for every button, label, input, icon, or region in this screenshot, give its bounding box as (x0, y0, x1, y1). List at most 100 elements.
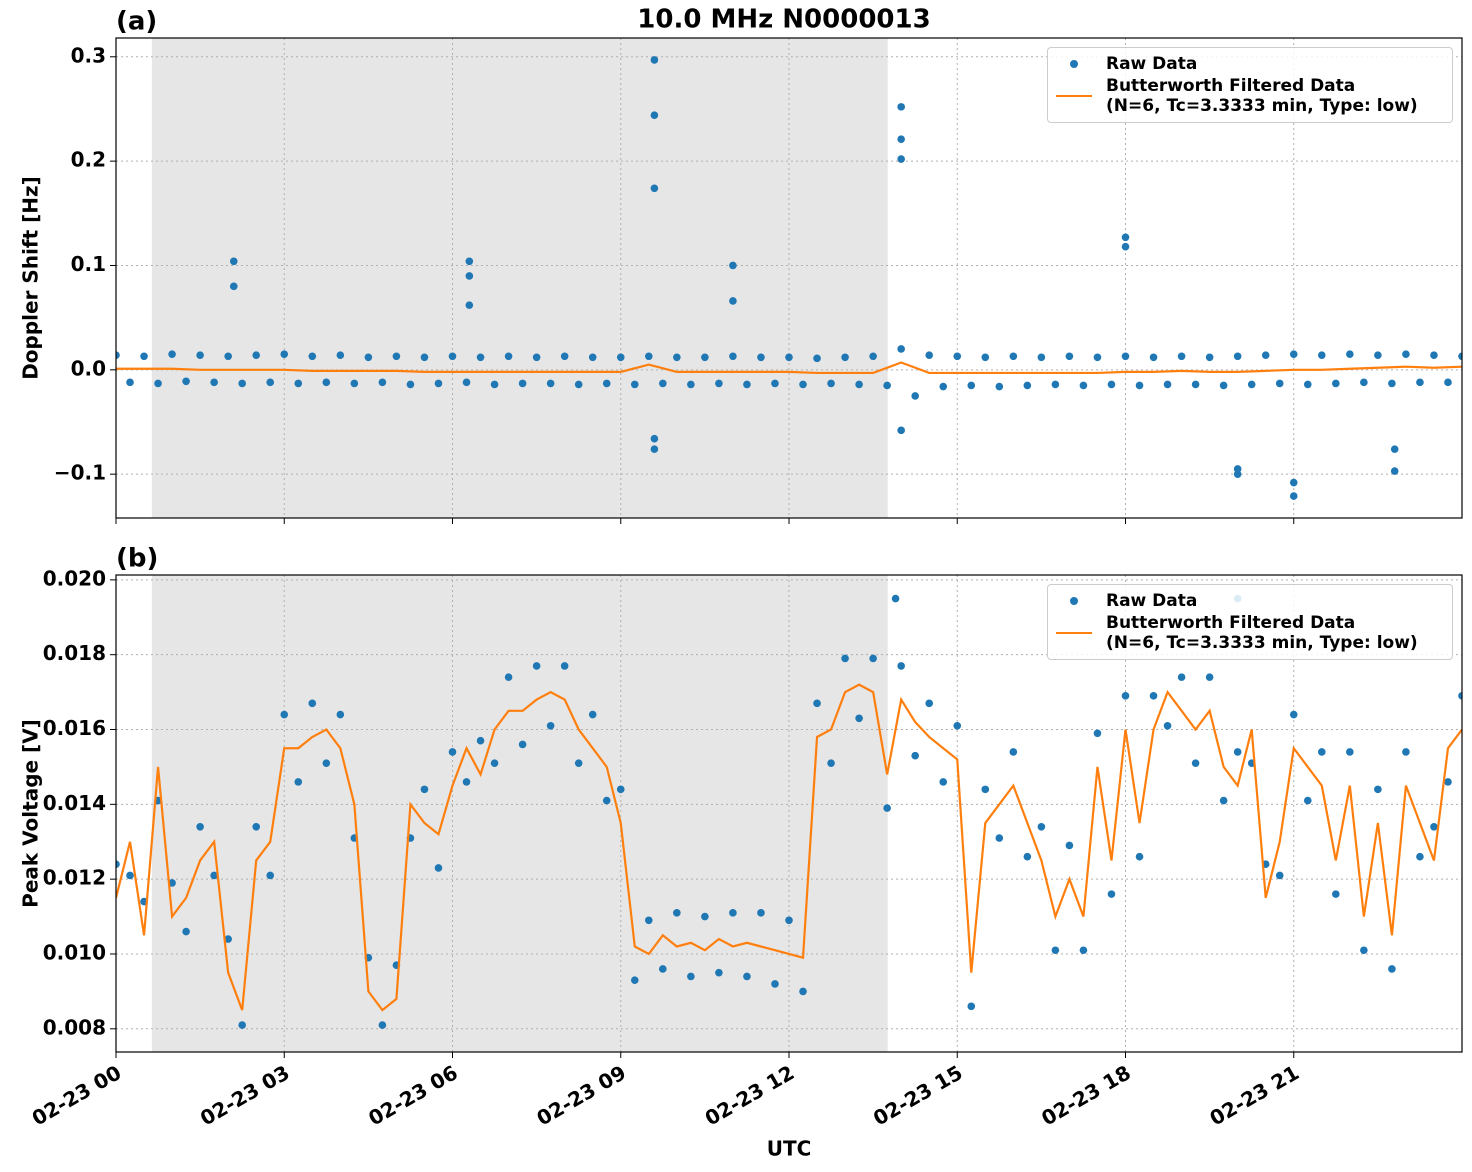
raw-point (252, 351, 261, 360)
raw-point (504, 673, 513, 681)
raw-point (546, 721, 555, 730)
raw-point (897, 103, 905, 111)
raw-point (1416, 378, 1424, 387)
legend-item: Raw Data (1048, 591, 1452, 611)
raw-point (1107, 380, 1116, 389)
raw-point (1219, 796, 1228, 805)
raw-point (813, 699, 821, 708)
raw-point (116, 351, 120, 360)
raw-point (126, 871, 134, 880)
raw-point (939, 382, 948, 391)
raw-point (911, 392, 919, 400)
raw-point (434, 864, 443, 872)
legend-label: Butterworth Filtered Data (N=6, Tc=3.333… (1106, 76, 1418, 116)
raw-point (336, 351, 345, 360)
panel-label: (b) (116, 544, 158, 574)
raw-point (1289, 350, 1298, 358)
raw-point (1233, 748, 1242, 756)
raw-point (1121, 242, 1130, 251)
raw-point (322, 378, 331, 387)
raw-point (1346, 350, 1354, 358)
raw-point (616, 353, 625, 362)
raw-point (813, 354, 821, 363)
raw-point (1079, 946, 1088, 955)
raw-point (1275, 871, 1284, 880)
raw-point (1332, 890, 1340, 898)
raw-point (1051, 380, 1060, 389)
raw-point (350, 379, 359, 388)
x-tick-label: 02-23 06 (364, 1060, 462, 1130)
raw-point (687, 972, 695, 981)
y-axis-label: Peak Voltage [V] (19, 719, 43, 908)
raw-point (616, 785, 625, 794)
raw-point (925, 699, 934, 708)
raw-point (1402, 350, 1410, 358)
raw-point (687, 380, 695, 389)
raw-point (308, 699, 317, 708)
raw-point (448, 352, 457, 361)
raw-point (1065, 841, 1074, 850)
raw-point (378, 1021, 387, 1029)
raw-point (336, 710, 345, 719)
raw-point (1458, 692, 1462, 700)
raw-point (729, 261, 737, 270)
raw-point (1458, 352, 1462, 361)
raw-point (1177, 673, 1186, 681)
raw-point (729, 352, 737, 361)
raw-point (420, 785, 429, 794)
y-tick-label: 0.008 (43, 1015, 106, 1039)
raw-point (995, 382, 1004, 391)
raw-point (518, 740, 527, 749)
raw-point (953, 721, 962, 730)
legend: Raw Data Butterworth Filtered Data (N=6, … (1047, 584, 1453, 660)
legend-item: Raw Data (1048, 54, 1452, 74)
raw-point (1009, 748, 1018, 756)
raw-point (967, 381, 976, 390)
raw-point (799, 380, 807, 389)
raw-point (574, 380, 583, 389)
legend-key (1048, 54, 1106, 74)
raw-point (434, 379, 443, 388)
raw-point (630, 380, 639, 389)
raw-point (116, 860, 120, 868)
raw-point (701, 353, 709, 362)
raw-point (168, 350, 176, 358)
raw-point (855, 714, 863, 723)
raw-point (981, 785, 990, 794)
raw-point (182, 377, 190, 386)
y-tick-label: 0.1 (71, 252, 106, 276)
raw-point (252, 822, 261, 831)
raw-point (650, 56, 659, 64)
raw-point (1135, 381, 1144, 390)
raw-point (154, 379, 162, 388)
legend-item: Butterworth Filtered Data (N=6, Tc=3.333… (1048, 613, 1452, 653)
y-tick-label: 0.010 (43, 940, 106, 964)
raw-point (532, 662, 541, 670)
plot-frame (115, 574, 1463, 1053)
raw-point (1163, 380, 1172, 389)
raw-point (1275, 379, 1284, 388)
y-tick-label: 0.2 (71, 148, 106, 172)
raw-point (771, 379, 779, 388)
raw-point (1360, 378, 1368, 387)
raw-point (841, 654, 849, 663)
raw-point (673, 909, 681, 917)
raw-point (322, 759, 331, 767)
raw-point (1191, 380, 1200, 389)
legend-label: Raw Data (1106, 54, 1198, 74)
raw-point (883, 381, 891, 390)
raw-point (465, 257, 474, 266)
raw-point (650, 434, 659, 443)
raw-point (196, 822, 204, 831)
raw-point (827, 379, 835, 388)
y-tick-label: 0.012 (43, 866, 106, 890)
raw-point (364, 353, 373, 362)
raw-point (715, 968, 723, 977)
raw-point (1079, 381, 1088, 390)
raw-point (1430, 351, 1438, 360)
raw-point (630, 976, 639, 984)
raw-point (224, 935, 232, 943)
raw-point (490, 380, 499, 389)
raw-point (911, 751, 919, 760)
